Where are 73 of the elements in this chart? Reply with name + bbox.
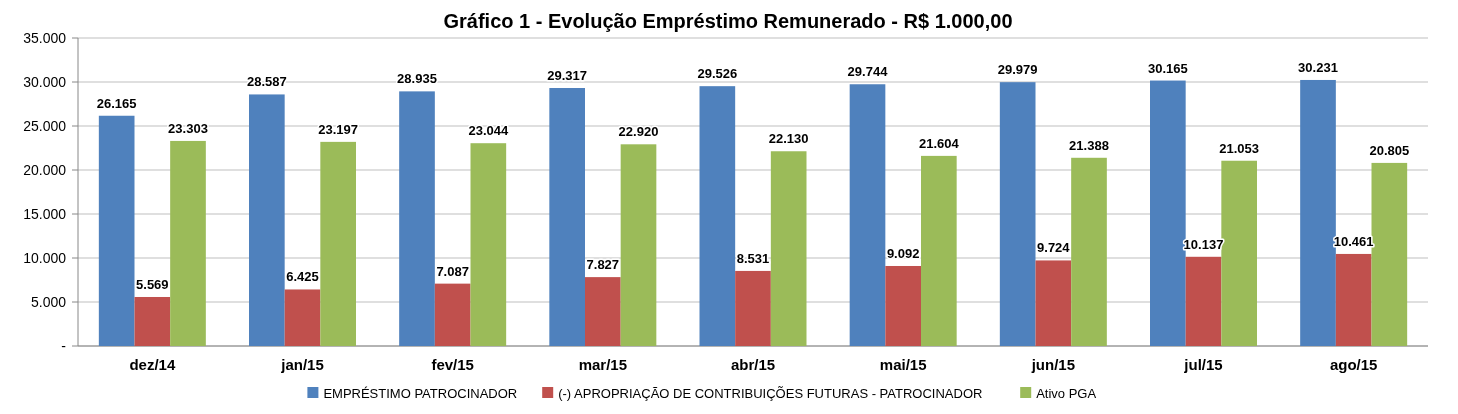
legend-label: (-) APROPRIAÇÃO DE CONTRIBUIÇÕES FUTURAS - PATROCINADOR [558,386,983,401]
x-tick-label: jul/15 [1183,356,1223,373]
bar [849,84,886,346]
bar [620,144,657,346]
bar [284,289,321,346]
data-label: 9.724 [1037,240,1071,256]
data-label: 8.531 [736,250,770,266]
data-label: 5.569 [136,276,169,292]
data-label: 26.165 [96,95,137,111]
y-tick-label: - [61,337,67,354]
bar [98,115,135,346]
bar [134,296,171,346]
data-label: 28.587 [246,74,287,90]
x-tick-label: mai/15 [879,356,927,373]
data-label: 7.087 [436,263,469,279]
data-label: 23.197 [318,121,359,137]
y-tick-label: 20.000 [23,161,67,178]
bar [249,94,285,346]
x-tick-label: mar/15 [578,356,628,373]
y-tick-label: 15.000 [23,205,67,222]
bar [1150,80,1186,346]
bar [399,91,435,346]
data-label: 28.935 [397,71,437,87]
y-tick-label: 25.000 [23,117,67,134]
bar [770,151,807,346]
legend-label: Ativo PGA [1036,386,1097,401]
y-tick-label: 10.000 [23,249,67,266]
bar [699,86,736,346]
bar [999,82,1036,346]
y-tick-label: 5.000 [30,293,67,310]
x-tick-label: abr/15 [730,356,776,373]
x-tick-label: jan/15 [280,356,324,373]
y-tick-label: 30.000 [23,73,67,90]
data-label: 29.317 [547,68,588,84]
data-label: 22.130 [768,131,809,147]
bar [170,140,206,346]
data-label: 21.053 [1219,140,1260,156]
data-label: 23.303 [168,120,208,136]
bar [549,88,585,346]
bar [1035,260,1072,346]
bar [1221,160,1257,346]
x-tick-label: jun/15 [1030,356,1076,373]
data-label: 21.604 [918,135,960,151]
chart-title: Gráfico 1 - Evolução Empréstimo Remunerado - R$ 1.000,00 [443,10,1013,32]
bar [320,141,356,346]
data-label: 6.425 [286,269,319,285]
data-label: 29.526 [697,66,738,82]
bar [735,270,771,346]
bar [585,277,621,346]
bar [434,283,471,346]
data-label: 20.805 [1369,142,1410,158]
data-label: 30.231 [1298,59,1338,75]
bar [1185,256,1222,346]
bar [1335,253,1372,346]
x-tick-label: ago/15 [1329,356,1378,373]
bar [470,143,507,346]
legend-label: EMPRÉSTIMO PATROCINADOR [323,386,518,401]
data-label: 21.388 [1069,137,1109,153]
bar [921,155,957,346]
data-label: 23.044 [468,123,509,139]
bar [1071,157,1107,346]
data-label: 7.827 [586,257,620,273]
bar [1300,79,1336,346]
data-label: 9.092 [886,245,920,261]
x-tick-label: fev/15 [431,356,474,373]
bar [1371,162,1408,346]
data-label: 22.920 [618,124,659,140]
data-label: 29.744 [847,64,889,80]
y-tick-label: 35.000 [23,29,67,46]
x-tick-label: dez/14 [129,356,176,373]
data-label: 29.979 [997,62,1038,78]
bar [885,265,921,346]
data-label: 30.165 [1147,60,1188,76]
